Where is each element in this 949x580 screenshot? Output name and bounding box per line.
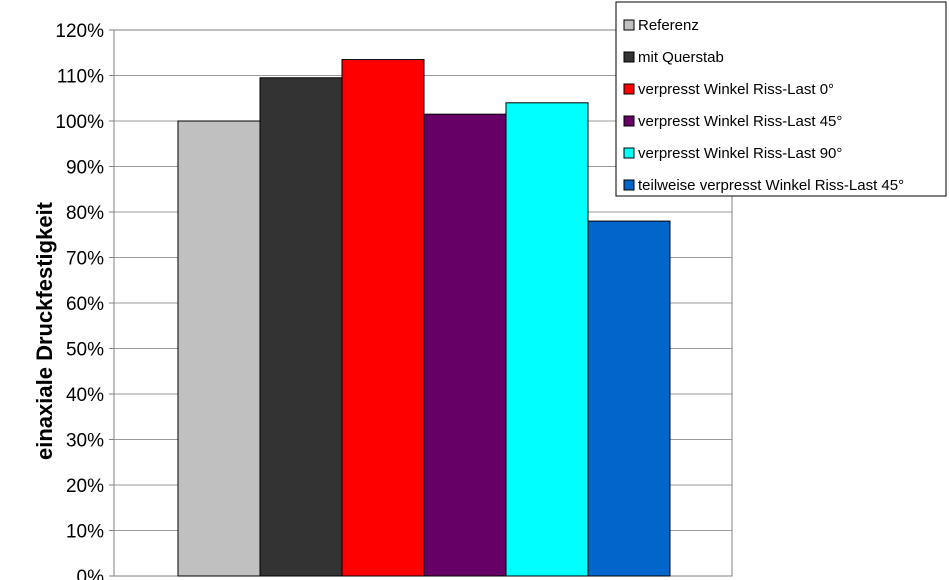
y-tick-label: 10% — [66, 522, 104, 543]
bar-4 — [423, 113, 507, 577]
legend-label: verpresst Winkel Riss-Last 90° — [638, 145, 842, 162]
legend-swatch — [623, 115, 635, 127]
bar-5 — [505, 102, 589, 577]
legend-swatch — [623, 19, 635, 31]
y-tick-label: 30% — [66, 431, 104, 452]
y-tick-label: 100% — [55, 112, 104, 133]
legend-swatch — [623, 179, 635, 191]
y-tick-label: 20% — [66, 476, 104, 497]
y-tick-label: 110% — [57, 67, 104, 88]
bar-6 — [587, 220, 671, 577]
y-tick-label: 120% — [55, 21, 104, 42]
bar-3 — [341, 59, 425, 577]
legend: Referenz mit Querstab verpresst Winkel Ris… — [615, 1, 947, 197]
legend-box — [615, 1, 947, 197]
y-tick-label: 0% — [77, 567, 105, 580]
y-tick-label: 50% — [66, 340, 104, 361]
bars — [177, 59, 671, 577]
legend-swatch — [623, 51, 635, 63]
y-tick-label: 70% — [66, 249, 104, 270]
y-tick-label: 90% — [66, 158, 104, 179]
bar-2 — [259, 77, 343, 577]
bar-1 — [177, 120, 261, 577]
legend-label: verpresst Winkel Riss-Last 0° — [638, 81, 834, 98]
legend-label: verpresst Winkel Riss-Last 45° — [638, 113, 842, 130]
y-tick-label: 40% — [66, 385, 104, 406]
legend-label: Referenz — [638, 17, 699, 34]
y-tick-label: 80% — [66, 203, 104, 224]
legend-label: teilweise verpresst Winkel Riss-Last 45° — [638, 177, 904, 194]
legend-label: mit Querstab — [638, 49, 724, 66]
legend-swatch — [623, 147, 635, 159]
legend-swatch — [623, 83, 635, 95]
y-axis-ticks: 0% 10% 20% 30% 40% 50% 60% 70% 80% 90% 100% 110% 120… — [55, 21, 114, 580]
y-tick-label: 60% — [66, 294, 104, 315]
y-axis-label: einaxiale Druckfestigkeit — [32, 201, 57, 460]
